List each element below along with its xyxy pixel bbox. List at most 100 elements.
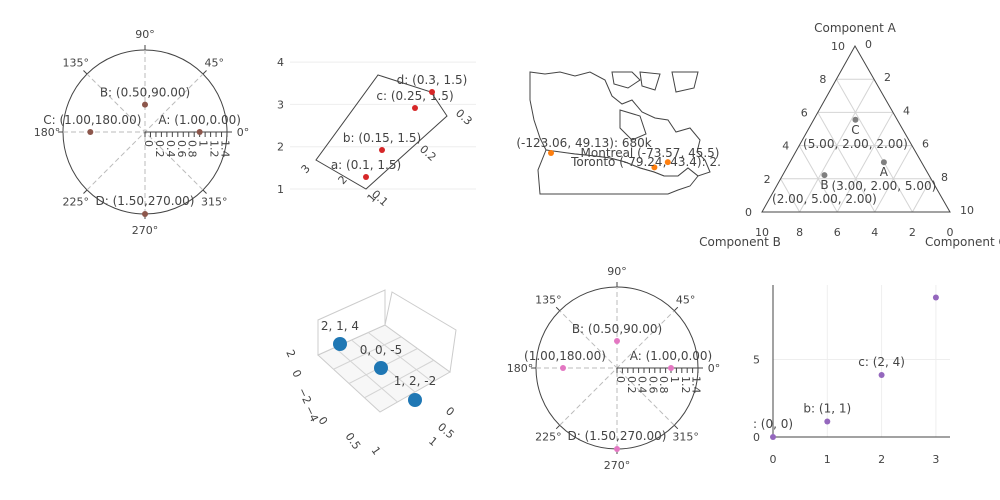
polar-point: [87, 129, 94, 135]
geo-point-label: Toronto (-79.24, 43.4): 2.: [570, 155, 721, 169]
ternary-c-tick-label: 4: [903, 104, 910, 117]
ternary-b-gridline: [780, 178, 801, 213]
cart-y-tick-label: 0: [753, 431, 760, 444]
s3d-y-tick-label: 1: [369, 444, 384, 457]
radial-tick-label: 0: [142, 140, 155, 147]
angular-tick-mark: [202, 189, 207, 194]
arctic-island: [611, 71, 641, 89]
angular-tick-label: 90°: [135, 28, 155, 41]
angular-tick-label: 315°: [672, 431, 699, 444]
s3d-floor-gridline: [364, 359, 434, 399]
angular-tick-label: 225°: [535, 431, 562, 444]
ternary-a-tick-label: 2: [764, 173, 771, 186]
angular-tick-label: 180°: [34, 126, 61, 139]
radial-tick-label: 1.2: [208, 140, 221, 158]
polar-point-label: (1.00,180.00): [524, 349, 606, 363]
ternary-b-gridline: [798, 145, 838, 213]
s3d-wall-left: [317, 289, 386, 356]
polar-point: [614, 446, 620, 452]
radial-tick-label: 1.2: [679, 376, 692, 394]
angular-tick-mark: [202, 70, 207, 75]
geo-map-chart: (-123.06, 49.13): 680k Toronto (-79.24, 4…: [516, 70, 721, 195]
cartesian-scatter-chart: 0 1 2 3 0 5: (0, 0) b: (1, 1) c: (2, 4): [753, 285, 950, 466]
polar-point-label: D: (1.50,270.00): [568, 429, 667, 443]
polar-point-label: D: (1.50,270.00): [96, 194, 195, 208]
radial-tick-label: 1: [197, 140, 210, 147]
hudson-bay: [619, 109, 647, 141]
polar-point: [614, 338, 620, 344]
ternary-b-tick-label: 10: [755, 226, 769, 239]
angular-tick-label: 270°: [132, 224, 159, 237]
ternary-c-title: Component C: [925, 235, 1000, 249]
carpet-a-tick-label: 0.3: [453, 107, 475, 128]
angular-tick-mark: [555, 306, 561, 312]
cart-point: [770, 434, 776, 440]
polar-point: [196, 129, 203, 135]
polar-point: [142, 101, 148, 108]
carpet-b-tick-label: 3: [299, 162, 313, 176]
polar-point-label: C: (1.00,180.00): [43, 113, 141, 127]
angular-tick-mark: [673, 306, 679, 312]
angular-tick-label: 135°: [535, 293, 562, 306]
angular-tick-label: 90°: [607, 265, 627, 278]
ternary-outline: [761, 44, 951, 213]
carpet-point: [412, 105, 418, 111]
ternary-c-gridline: [874, 145, 913, 213]
angular-tick-label: 270°: [604, 459, 631, 472]
carpet-y-tick-label: 1: [277, 183, 284, 196]
angular-tick-label: 225°: [62, 195, 89, 208]
carpet-outline: [315, 74, 448, 190]
cart-point-label: : (0, 0): [753, 417, 793, 431]
radial-tick-label: 1.4: [690, 376, 703, 394]
polar-chart-2: 0° 45° 90° 135° 180° 225° 270° 315° 00.20.40.60.…: [507, 265, 721, 472]
s3d-z-tick-label: −4: [302, 404, 321, 424]
ternary-chart: 0 0 0 2 2 2 4 4 4 6 6 6 8 8 8 10 10 10 Component A Componen…: [699, 21, 1000, 249]
angular-tick-label: 0°: [708, 362, 721, 375]
ternary-a-tick-label: 4: [782, 140, 789, 153]
radial-tick-label: 1.4: [219, 140, 232, 158]
cart-x-tick-label: 2: [878, 453, 885, 466]
ternary-point-label: (5.00, 2.00, 2.00): [803, 137, 908, 151]
s3d-x-tick-label: 1: [426, 434, 440, 448]
ternary-c-tick-label: 2: [884, 71, 891, 84]
geo-point: [548, 150, 554, 156]
ternary-b-gridline: [817, 112, 876, 213]
polar-point-label: B: (0.50,90.00): [100, 86, 190, 100]
angular-tick-mark: [83, 189, 88, 194]
geo-point-label: Montreal (-73.57, 45.5): [581, 146, 720, 160]
radial-tick-label: 0.6: [646, 376, 659, 394]
ternary-a-tick-label: 10: [831, 40, 845, 53]
ternary-point-name: A: [880, 165, 889, 179]
ternary-b-tick-label: 0: [947, 226, 954, 239]
geo-point-label: (-123.06, 49.13): 680k: [516, 136, 651, 150]
carpet-point-label: a: (0.1, 1.5): [331, 158, 401, 172]
ternary-c-gridline: [836, 112, 894, 213]
polar-point-label: B: (0.50,90.00): [572, 322, 662, 336]
angular-tick-mark: [83, 70, 88, 75]
ternary-c-tick-label: 0: [865, 38, 872, 51]
angular-tick-mark: [673, 424, 679, 430]
polar-point-label: A: (1.00,0.00): [630, 349, 712, 363]
ternary-c-tick-label: 8: [941, 171, 948, 184]
ternary-b-tick-label: 6: [834, 226, 841, 239]
radial-tick-label: 0.4: [636, 376, 649, 394]
ternary-point-name: C: [851, 123, 859, 137]
radial-tick-label: 0.2: [153, 140, 166, 158]
cart-point-label: c: (2, 4): [858, 355, 905, 369]
cart-y-tick-label: 5: [753, 354, 760, 367]
radial-tick-label: 1: [668, 376, 681, 383]
carpet-y-tick-label: 4: [277, 56, 284, 69]
ternary-a-title: Component A: [814, 21, 896, 35]
s3d-point: [333, 337, 347, 351]
cart-x-tick-label: 3: [932, 453, 939, 466]
geo-point: [651, 164, 658, 171]
angular-tick-label: 180°: [507, 362, 534, 375]
radial-tick-label: 0.8: [186, 140, 199, 158]
ternary-b-tick-label: 8: [796, 226, 803, 239]
radial-tick-label: 0.6: [175, 140, 188, 158]
geo-point: [664, 159, 671, 166]
angular-tick-label: 45°: [205, 57, 225, 70]
cart-x-tick-label: 0: [770, 453, 777, 466]
arctic-island: [639, 71, 661, 91]
